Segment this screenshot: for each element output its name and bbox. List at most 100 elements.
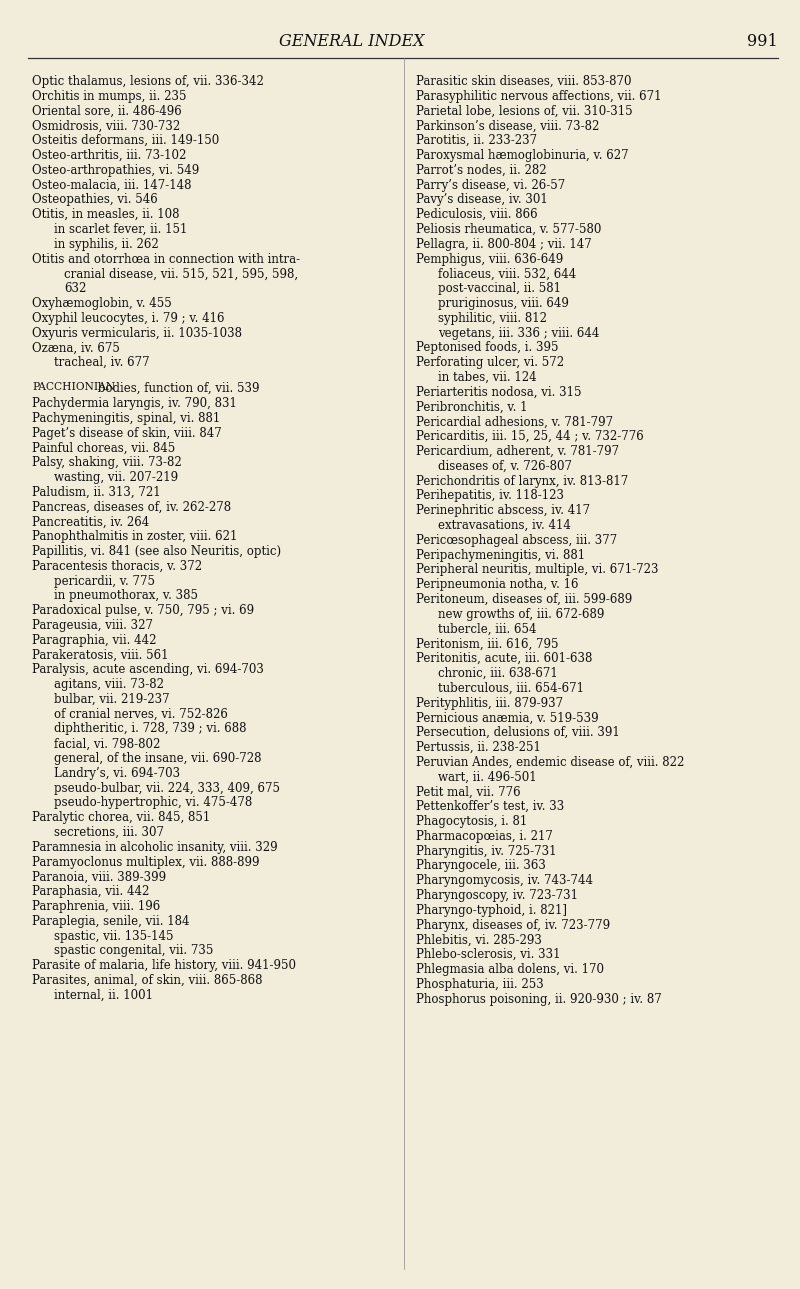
Text: Osteo-arthritis, iii. 73-102: Osteo-arthritis, iii. 73-102 <box>32 150 186 162</box>
Text: Pharmacopœias, i. 217: Pharmacopœias, i. 217 <box>416 830 553 843</box>
Text: PACCHIONIAN: PACCHIONIAN <box>32 382 115 392</box>
Text: syphilitic, viii. 812: syphilitic, viii. 812 <box>438 312 547 325</box>
Text: pseudo-hypertrophic, vi. 475-478: pseudo-hypertrophic, vi. 475-478 <box>54 797 252 809</box>
Text: Paragraphia, vii. 442: Paragraphia, vii. 442 <box>32 634 157 647</box>
Text: Perforating ulcer, vi. 572: Perforating ulcer, vi. 572 <box>416 356 564 369</box>
Text: of cranial nerves, vi. 752-826: of cranial nerves, vi. 752-826 <box>54 708 228 721</box>
Text: Panophthalmitis in zoster, viii. 621: Panophthalmitis in zoster, viii. 621 <box>32 530 238 543</box>
Text: Osteo-malacia, iii. 147-148: Osteo-malacia, iii. 147-148 <box>32 179 191 192</box>
Text: cranial disease, vii. 515, 521, 595, 598,: cranial disease, vii. 515, 521, 595, 598… <box>64 267 298 281</box>
Text: Pediculosis, viii. 866: Pediculosis, viii. 866 <box>416 209 538 222</box>
Text: Palsy, shaking, viii. 73-82: Palsy, shaking, viii. 73-82 <box>32 456 182 469</box>
Text: Otitis, in measles, ii. 108: Otitis, in measles, ii. 108 <box>32 209 179 222</box>
Text: in scarlet fever, ii. 151: in scarlet fever, ii. 151 <box>54 223 187 236</box>
Text: Parageusia, viii. 327: Parageusia, viii. 327 <box>32 619 153 632</box>
Text: Osteitis deformans, iii. 149-150: Osteitis deformans, iii. 149-150 <box>32 134 219 147</box>
Text: Phlegmasia alba dolens, vi. 170: Phlegmasia alba dolens, vi. 170 <box>416 963 604 976</box>
Text: Parasite of malaria, life history, viii. 941-950: Parasite of malaria, life history, viii.… <box>32 959 296 972</box>
Text: Oxyhæmoglobin, v. 455: Oxyhæmoglobin, v. 455 <box>32 296 172 309</box>
Text: extravasations, iv. 414: extravasations, iv. 414 <box>438 519 571 532</box>
Text: Parasyphilitic nervous affections, vii. 671: Parasyphilitic nervous affections, vii. … <box>416 90 662 103</box>
Text: Paracentesis thoracis, v. 372: Paracentesis thoracis, v. 372 <box>32 559 202 572</box>
Text: internal, ii. 1001: internal, ii. 1001 <box>54 989 153 1002</box>
Text: Peliosis rheumatica, v. 577-580: Peliosis rheumatica, v. 577-580 <box>416 223 602 236</box>
Text: Parakeratosis, viii. 561: Parakeratosis, viii. 561 <box>32 648 169 661</box>
Text: in tabes, vii. 124: in tabes, vii. 124 <box>438 371 537 384</box>
Text: tracheal, iv. 677: tracheal, iv. 677 <box>54 356 150 369</box>
Text: GENERAL INDEX: GENERAL INDEX <box>279 34 425 50</box>
Text: Osmidrosis, viii. 730-732: Osmidrosis, viii. 730-732 <box>32 120 180 133</box>
Text: Peruvian Andes, endemic disease of, viii. 822: Peruvian Andes, endemic disease of, viii… <box>416 755 684 768</box>
Text: foliaceus, viii. 532, 644: foliaceus, viii. 532, 644 <box>438 267 576 281</box>
Text: Pettenkoffer’s test, iv. 33: Pettenkoffer’s test, iv. 33 <box>416 800 564 813</box>
Text: Parietal lobe, lesions of, vii. 310-315: Parietal lobe, lesions of, vii. 310-315 <box>416 104 633 117</box>
Text: tubercle, iii. 654: tubercle, iii. 654 <box>438 623 537 635</box>
Text: Painful choreas, vii. 845: Painful choreas, vii. 845 <box>32 441 175 454</box>
Text: Pertussis, ii. 238-251: Pertussis, ii. 238-251 <box>416 741 541 754</box>
Text: secretions, iii. 307: secretions, iii. 307 <box>54 826 164 839</box>
Text: general, of the insane, vii. 690-728: general, of the insane, vii. 690-728 <box>54 751 262 766</box>
Text: Paralysis, acute ascending, vi. 694-703: Paralysis, acute ascending, vi. 694-703 <box>32 664 264 677</box>
Text: Pharyngomycosis, iv. 743-744: Pharyngomycosis, iv. 743-744 <box>416 874 593 887</box>
Text: diphtheritic, i. 728, 739 ; vi. 688: diphtheritic, i. 728, 739 ; vi. 688 <box>54 723 246 736</box>
Text: Parry’s disease, vi. 26-57: Parry’s disease, vi. 26-57 <box>416 179 566 192</box>
Text: Phosphaturia, iii. 253: Phosphaturia, iii. 253 <box>416 978 544 991</box>
Text: Osteopathies, vi. 546: Osteopathies, vi. 546 <box>32 193 158 206</box>
Text: Paludism, ii. 313, 721: Paludism, ii. 313, 721 <box>32 486 161 499</box>
Text: Paramyoclonus multiplex, vii. 888-899: Paramyoclonus multiplex, vii. 888-899 <box>32 856 259 869</box>
Text: Phlebitis, vi. 285-293: Phlebitis, vi. 285-293 <box>416 933 542 946</box>
Text: Landry’s, vi. 694-703: Landry’s, vi. 694-703 <box>54 767 180 780</box>
Text: Paget’s disease of skin, viii. 847: Paget’s disease of skin, viii. 847 <box>32 427 222 440</box>
Text: Peribronchitis, v. 1: Peribronchitis, v. 1 <box>416 401 527 414</box>
Text: Pachymeningitis, spinal, vi. 881: Pachymeningitis, spinal, vi. 881 <box>32 411 220 424</box>
Text: Osteo-arthropathies, vi. 549: Osteo-arthropathies, vi. 549 <box>32 164 199 177</box>
Text: Parotitis, ii. 233-237: Parotitis, ii. 233-237 <box>416 134 537 147</box>
Text: Pancreas, diseases of, iv. 262-278: Pancreas, diseases of, iv. 262-278 <box>32 500 231 513</box>
Text: Parasites, animal, of skin, viii. 865-868: Parasites, animal, of skin, viii. 865-86… <box>32 974 262 987</box>
Text: Pellagra, ii. 800-804 ; vii. 147: Pellagra, ii. 800-804 ; vii. 147 <box>416 237 592 251</box>
Text: Pericœsophageal abscess, iii. 377: Pericœsophageal abscess, iii. 377 <box>416 534 618 547</box>
Text: Pemphigus, viii. 636-649: Pemphigus, viii. 636-649 <box>416 253 563 266</box>
Text: Pharynx, diseases of, iv. 723-779: Pharynx, diseases of, iv. 723-779 <box>416 919 610 932</box>
Text: Pachydermia laryngis, iv. 790, 831: Pachydermia laryngis, iv. 790, 831 <box>32 397 237 410</box>
Text: Peripneumonia notha, v. 16: Peripneumonia notha, v. 16 <box>416 579 578 592</box>
Text: 991: 991 <box>747 34 778 50</box>
Text: Pharyngo-typhoid, i. 821]: Pharyngo-typhoid, i. 821] <box>416 904 567 916</box>
Text: Petit mal, vii. 776: Petit mal, vii. 776 <box>416 785 521 798</box>
Text: Peptonised foods, i. 395: Peptonised foods, i. 395 <box>416 342 558 354</box>
Text: Pancreatitis, iv. 264: Pancreatitis, iv. 264 <box>32 516 150 528</box>
Text: facial, vi. 798-802: facial, vi. 798-802 <box>54 737 160 750</box>
Text: tuberculous, iii. 654-671: tuberculous, iii. 654-671 <box>438 682 584 695</box>
Text: Pericarditis, iii. 15, 25, 44 ; v. 732-776: Pericarditis, iii. 15, 25, 44 ; v. 732-7… <box>416 431 644 443</box>
Text: Peritoneum, diseases of, iii. 599-689: Peritoneum, diseases of, iii. 599-689 <box>416 593 632 606</box>
Text: Phlebo-sclerosis, vi. 331: Phlebo-sclerosis, vi. 331 <box>416 949 561 962</box>
Text: Otitis and otorrhœa in connection with intra-: Otitis and otorrhœa in connection with i… <box>32 253 300 266</box>
Text: Orchitis in mumps, ii. 235: Orchitis in mumps, ii. 235 <box>32 90 186 103</box>
Text: Parrot’s nodes, ii. 282: Parrot’s nodes, ii. 282 <box>416 164 546 177</box>
Text: pseudo-bulbar, vii. 224, 333, 409, 675: pseudo-bulbar, vii. 224, 333, 409, 675 <box>54 781 280 795</box>
Text: bodies, function of, vii. 539: bodies, function of, vii. 539 <box>94 382 259 396</box>
Text: Persecution, delusions of, viii. 391: Persecution, delusions of, viii. 391 <box>416 726 620 739</box>
Text: Parkinson’s disease, viii. 73-82: Parkinson’s disease, viii. 73-82 <box>416 120 599 133</box>
Text: 632: 632 <box>64 282 86 295</box>
Text: Pavy’s disease, iv. 301: Pavy’s disease, iv. 301 <box>416 193 548 206</box>
Text: Pericardial adhesions, v. 781-797: Pericardial adhesions, v. 781-797 <box>416 415 613 428</box>
Text: Parasitic skin diseases, viii. 853-870: Parasitic skin diseases, viii. 853-870 <box>416 75 631 88</box>
Text: bulbar, vii. 219-237: bulbar, vii. 219-237 <box>54 693 170 706</box>
Text: Oriental sore, ii. 486-496: Oriental sore, ii. 486-496 <box>32 104 182 117</box>
Text: spastic, vii. 135-145: spastic, vii. 135-145 <box>54 929 174 942</box>
Text: Paradoxical pulse, v. 750, 795 ; vi. 69: Paradoxical pulse, v. 750, 795 ; vi. 69 <box>32 605 254 617</box>
Text: Pharyngocele, iii. 363: Pharyngocele, iii. 363 <box>416 860 546 873</box>
Text: Periarteritis nodosa, vi. 315: Periarteritis nodosa, vi. 315 <box>416 385 582 398</box>
Text: Optic thalamus, lesions of, vii. 336-342: Optic thalamus, lesions of, vii. 336-342 <box>32 75 264 88</box>
Text: Peritonism, iii. 616, 795: Peritonism, iii. 616, 795 <box>416 637 558 651</box>
Text: Perichondritis of larynx, iv. 813-817: Perichondritis of larynx, iv. 813-817 <box>416 474 628 487</box>
Text: pericardii, v. 775: pericardii, v. 775 <box>54 575 155 588</box>
Text: Phagocytosis, i. 81: Phagocytosis, i. 81 <box>416 815 527 828</box>
Text: Paraplegia, senile, vii. 184: Paraplegia, senile, vii. 184 <box>32 915 190 928</box>
Text: Paroxysmal hæmoglobinuria, v. 627: Paroxysmal hæmoglobinuria, v. 627 <box>416 150 629 162</box>
Text: pruriginosus, viii. 649: pruriginosus, viii. 649 <box>438 296 569 309</box>
Text: post-vaccinal, ii. 581: post-vaccinal, ii. 581 <box>438 282 561 295</box>
Text: Pharyngitis, iv. 725-731: Pharyngitis, iv. 725-731 <box>416 844 557 857</box>
Text: diseases of, v. 726-807: diseases of, v. 726-807 <box>438 460 572 473</box>
